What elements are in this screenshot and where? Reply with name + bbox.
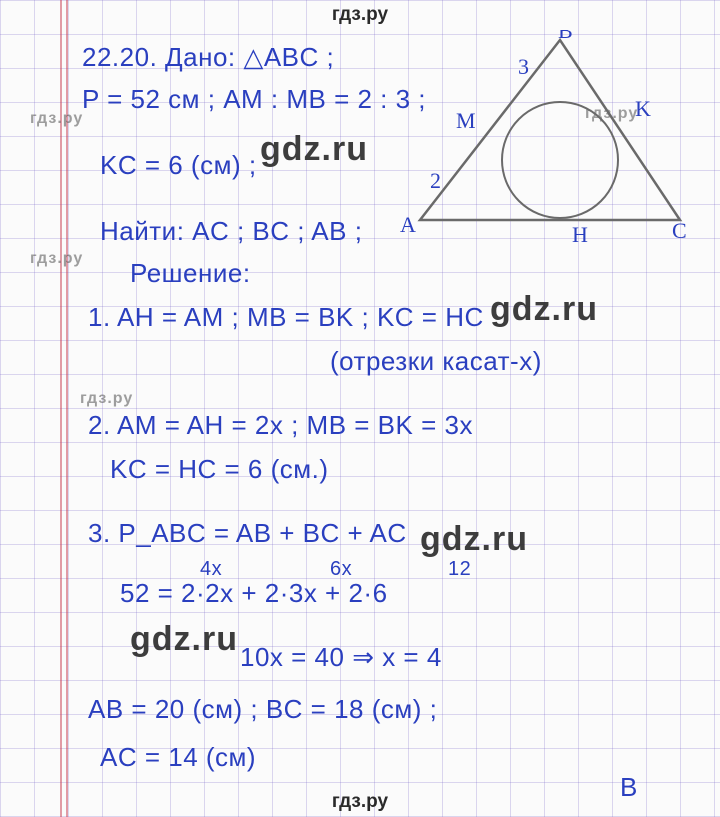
point-m-label: M [456,108,476,133]
text-line: B [620,770,638,804]
segment-3-label: 3 [518,54,529,79]
text-line: 2. AM = AH = 2x ; MB = BK = 3x [88,408,473,442]
vertex-c-label: C [672,218,687,243]
text-line: KC = HC = 6 (см.) [110,452,329,486]
watermark-big: gdz.ru [490,290,598,329]
page-header: гдз.ру [0,4,720,26]
watermark-small: гдз.ру [30,110,83,128]
vertex-a-label: A [400,212,416,237]
point-k-label: K [635,96,651,121]
text-line: 1. AH = AM ; MB = BK ; KC = HC [88,300,484,334]
text-line: AC = 14 (см) [100,740,256,774]
text-line: KC = 6 (см) ; [100,148,257,182]
watermark-big: gdz.ru [420,520,528,559]
text-line: P = 52 см ; AM : MB = 2 : 3 ; [82,82,426,116]
point-h-label: H [572,222,588,247]
triangle-diagram: B A C M K H 3 2 [400,30,700,250]
page: гдз.ру гдз.ру гдз.ру gdz.ru гдз.ру гдз.р… [0,0,720,817]
watermark-big: gdz.ru [130,620,238,659]
page-footer: гдз.ру [0,791,720,813]
watermark-big: gdz.ru [260,130,368,169]
segment-2-label: 2 [430,168,441,193]
text-line: 22.20. Дано: △ABC ; [82,40,334,74]
text-line: Решение: [130,256,251,290]
annotation: 12 [448,552,471,586]
text-line: AB = 20 (см) ; BC = 18 (см) ; [88,692,437,726]
vertex-b-label: B [558,30,573,43]
text-line: 3. P_ABC = AB + BC + AC [88,516,407,550]
text-line: 10x = 40 ⇒ x = 4 [240,640,442,674]
text-line: Найти: AC ; BC ; AB ; [100,214,362,248]
text-line: (отрезки касат-х) [330,344,542,378]
text-line: 52 = 2·2x + 2·3x + 2·6 [120,576,388,610]
watermark-small: гдз.ру [30,250,83,268]
watermark-small: гдз.ру [80,390,133,408]
